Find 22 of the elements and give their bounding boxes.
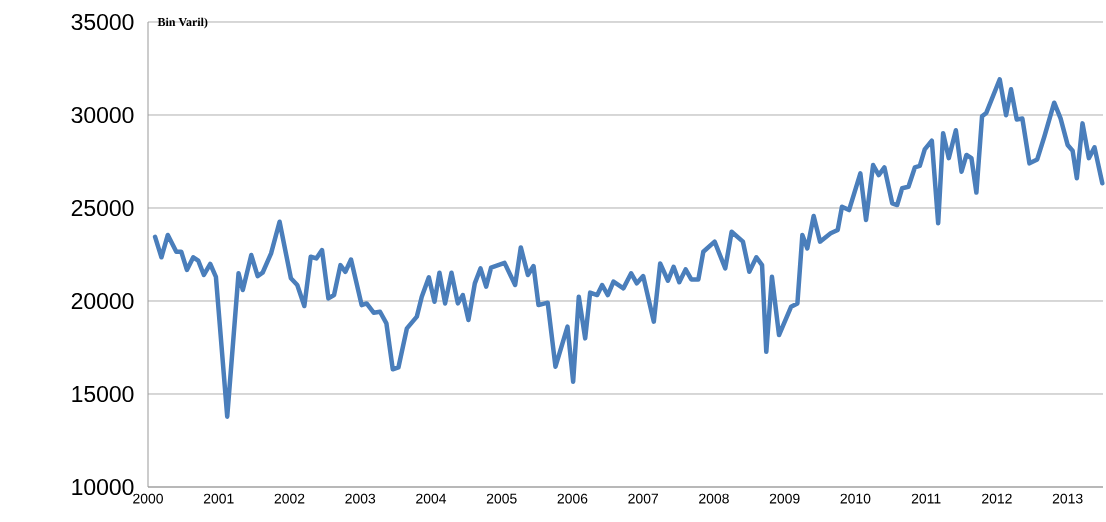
- y-axis-title: Bin Varil): [157, 17, 208, 29]
- y-tick-label: 25000: [71, 199, 134, 217]
- y-tick-label: 35000: [71, 13, 134, 31]
- x-tick-label: 2006: [557, 493, 588, 504]
- x-tick-label: 2011: [911, 493, 941, 504]
- x-tick-label: 2007: [628, 493, 659, 504]
- line-series: [152, 77, 1105, 419]
- x-tick-label: 2012: [982, 493, 1012, 504]
- x-tick-label: 2003: [345, 493, 376, 504]
- x-tick-label: 2002: [274, 493, 305, 504]
- y-tick-label: 15000: [72, 385, 134, 403]
- x-tick-label: 2010: [840, 493, 871, 504]
- x-tick-label: 2004: [416, 493, 447, 504]
- x-tick-label: 2009: [769, 493, 800, 504]
- y-tick-label: 20000: [71, 292, 134, 310]
- y-tick-label: 30000: [71, 106, 134, 124]
- y-tick-label: 10000: [72, 478, 134, 496]
- x-tick-label: 2005: [486, 493, 517, 504]
- x-tick-label: 2008: [699, 493, 729, 504]
- x-tick-label: 2000: [133, 493, 163, 504]
- x-tick-label: 2001: [203, 493, 234, 504]
- x-tick-label: 2013: [1052, 493, 1083, 504]
